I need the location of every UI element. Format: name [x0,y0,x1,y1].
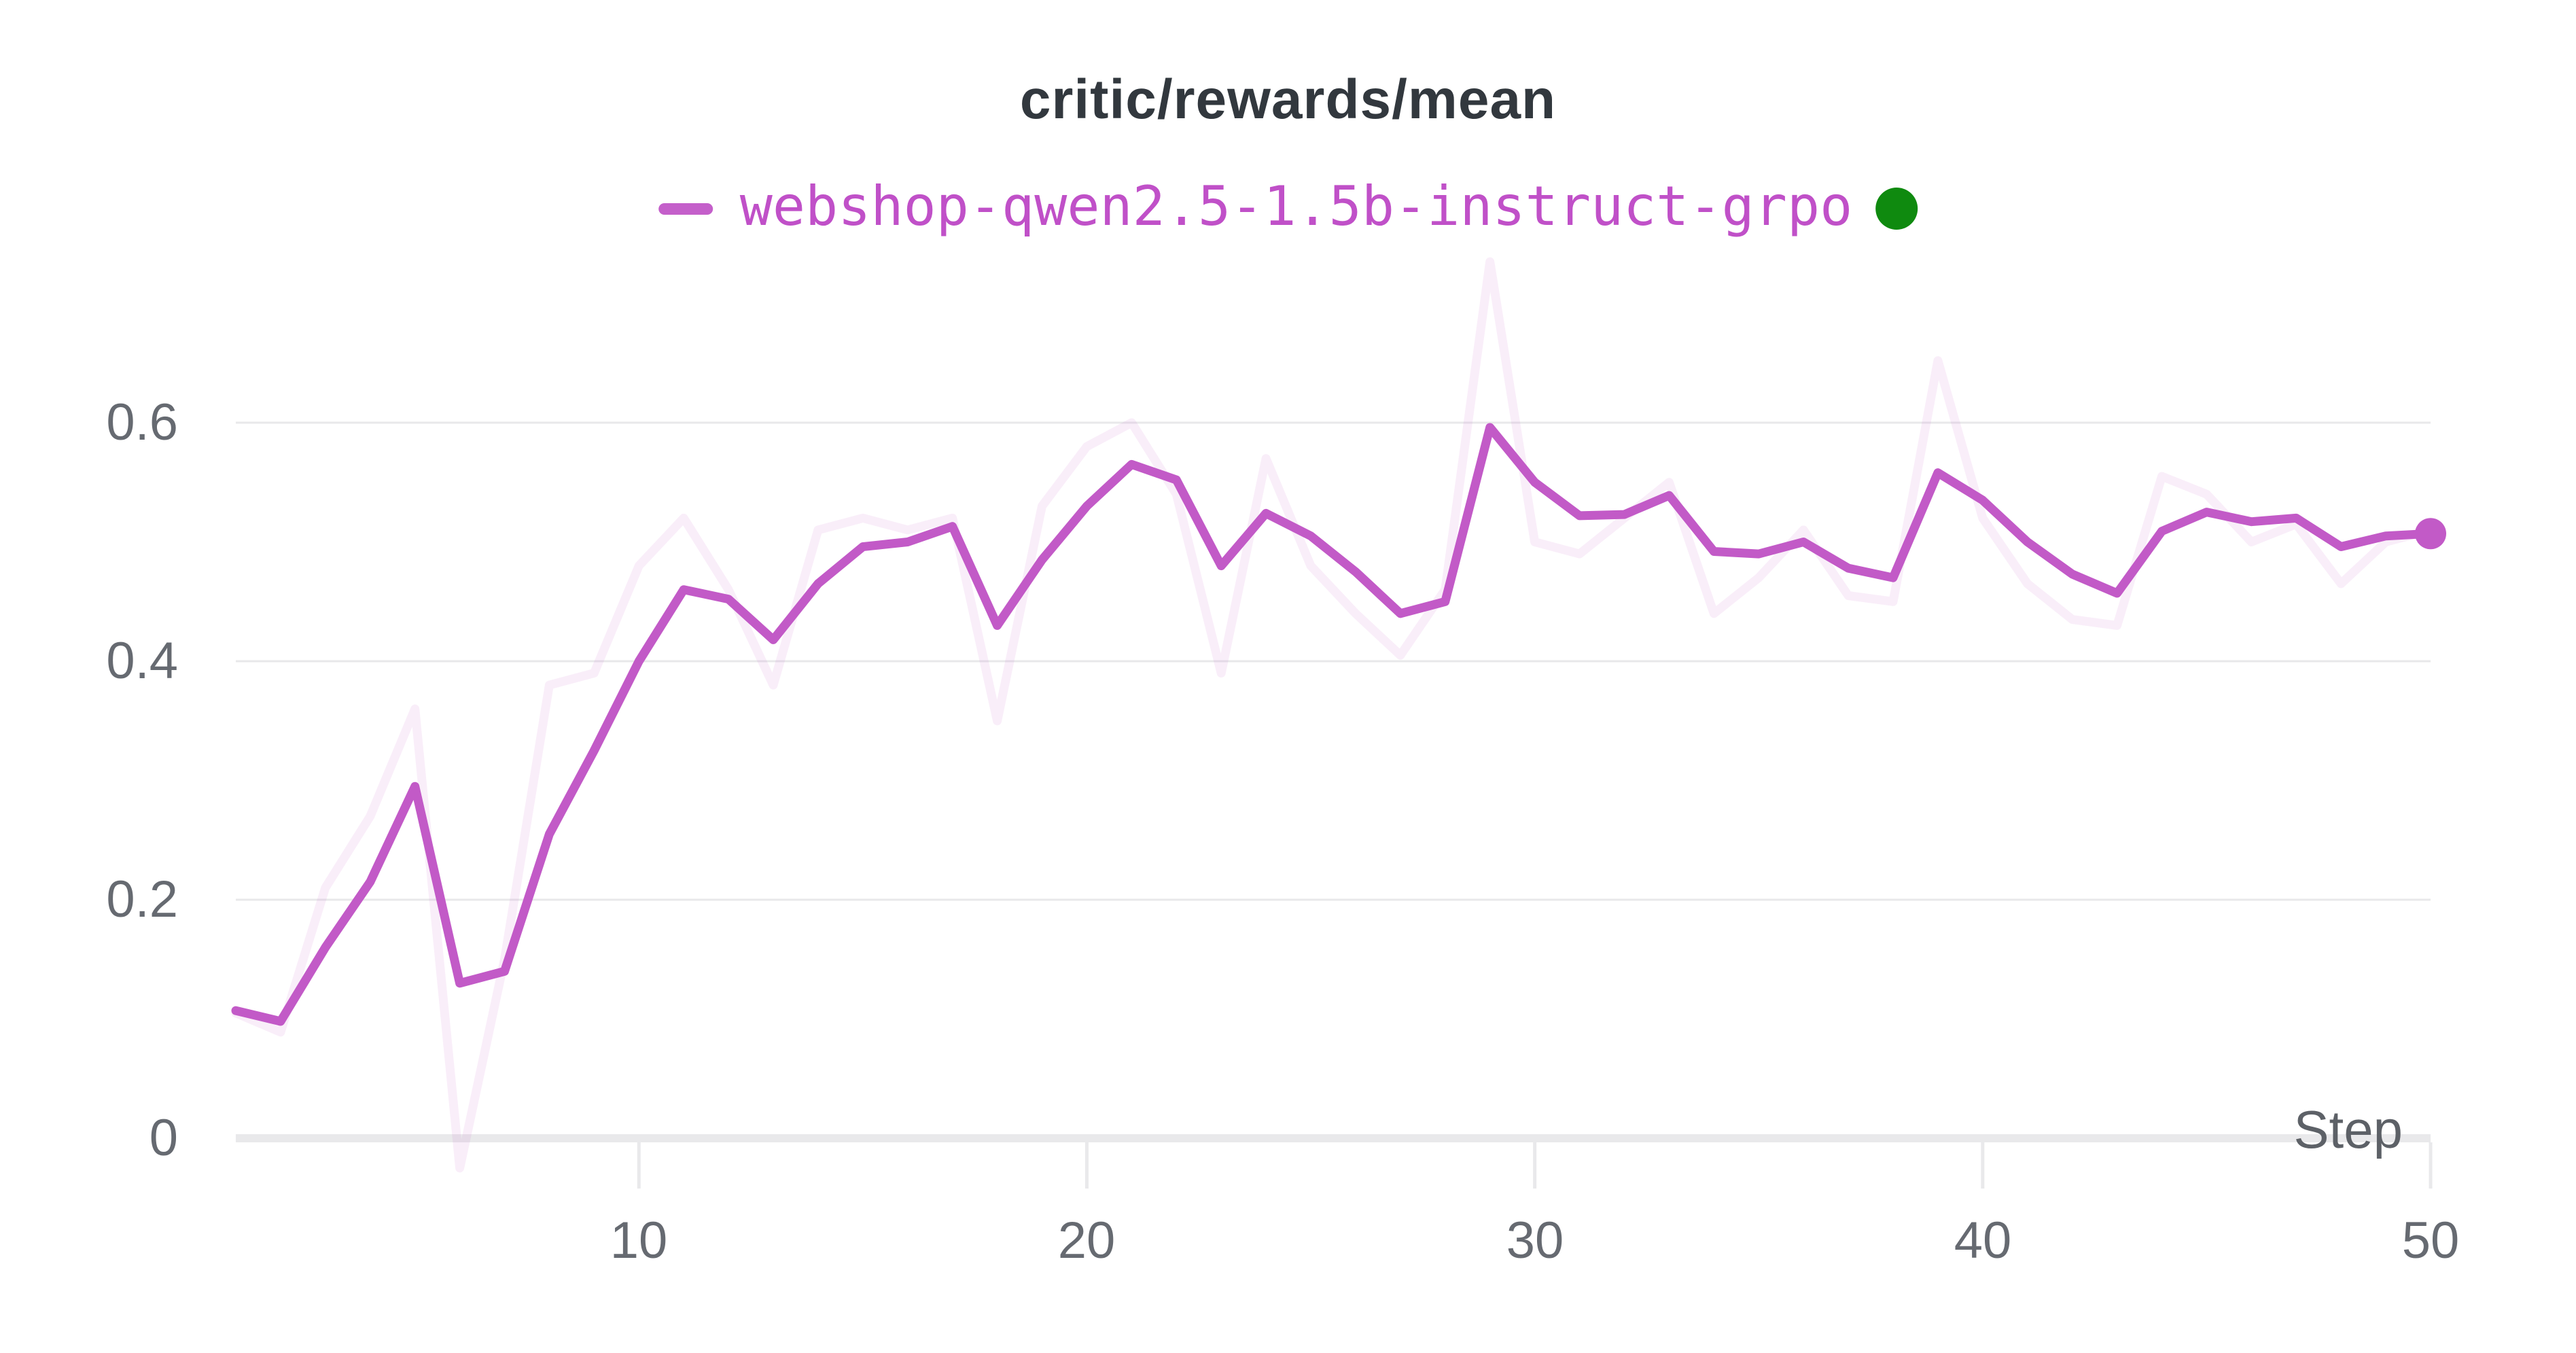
x-axis-baseline [236,1134,2431,1142]
series-line-smoothed [231,423,2435,1026]
last-point-marker [2415,518,2446,550]
x-tick-mark-50 [2429,1142,2433,1189]
run-status-dot-icon [1875,188,1918,230]
x-tick-mark-30 [1533,1142,1537,1189]
y-tick-label-0.6: 0.6 [106,393,178,451]
chart-title: critic/rewards/mean [1019,69,1557,130]
legend-run-name: webshop-qwen2.5-1.5b-instruct-grpo [739,175,1853,238]
x-tick-mark-40 [1981,1142,1985,1189]
y-tick-label-0.4: 0.4 [106,632,178,690]
y-tick-label-0.2: 0.2 [106,871,178,928]
x-tick-mark-10 [637,1142,641,1189]
x-tick-label-10: 10 [610,1212,668,1269]
series-line-raw [231,257,2435,1173]
gridline-y-0.6 [236,421,2431,424]
y-tick-label-0: 0 [149,1109,178,1167]
gridline-y-0.4 [236,660,2431,663]
x-tick-label-30: 30 [1506,1212,1564,1269]
x-tick-label-50: 50 [2401,1212,2460,1269]
gridline-y-0.2 [236,898,2431,901]
x-axis-title: Step [2293,1100,2403,1159]
legend-line-swatch [658,203,713,215]
x-tick-label-40: 40 [1954,1212,2012,1269]
legend-item[interactable]: webshop-qwen2.5-1.5b-instruct-grpo [658,171,1918,246]
x-tick-mark-20 [1084,1142,1089,1189]
x-tick-label-20: 20 [1057,1212,1116,1269]
